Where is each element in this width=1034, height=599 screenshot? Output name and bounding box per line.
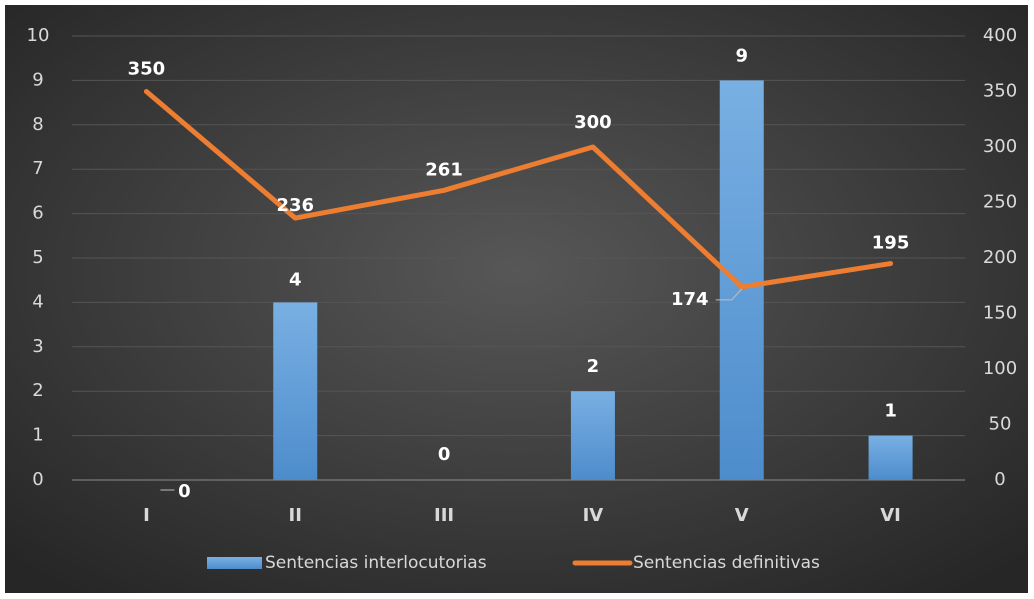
y2-tick-label: 0 xyxy=(994,469,1005,490)
y-tick-label: 7 xyxy=(32,158,43,179)
y2-tick-label: 250 xyxy=(983,192,1017,213)
y2-tick-label: 350 xyxy=(983,81,1017,102)
y-tick-label: 10 xyxy=(27,25,50,46)
y-tick-label: 1 xyxy=(32,425,43,446)
y-tick-label: 5 xyxy=(32,247,43,268)
y-tick-label: 4 xyxy=(32,291,43,312)
y-tick-label: 0 xyxy=(32,469,43,490)
data-label: 9 xyxy=(735,45,748,66)
chart-background xyxy=(5,5,1028,593)
line xyxy=(143,89,894,290)
data-label: 0 xyxy=(438,444,451,465)
data-label: 350 xyxy=(128,59,166,80)
y-tick-label: 6 xyxy=(32,203,43,224)
legend-swatch xyxy=(207,557,262,569)
x-tick-label: III xyxy=(434,505,454,526)
y-tick-label: 2 xyxy=(32,380,43,401)
bar xyxy=(570,391,615,480)
leader-line xyxy=(715,288,743,301)
y2-tick-label: 100 xyxy=(983,358,1017,379)
y2-tick-label: 400 xyxy=(983,25,1017,46)
y-tick-label: 9 xyxy=(32,69,43,90)
bar xyxy=(273,302,318,480)
y-tick-label: 3 xyxy=(32,336,43,357)
bar xyxy=(719,80,764,481)
x-tick-label: II xyxy=(289,505,302,526)
x-tick-label: VI xyxy=(880,505,901,526)
data-label: 4 xyxy=(289,269,302,290)
data-label: 2 xyxy=(587,356,600,377)
data-label: 0 xyxy=(178,481,191,502)
data-label: 195 xyxy=(872,233,910,254)
data-label: 300 xyxy=(574,112,612,133)
data-label: 174 xyxy=(671,289,709,310)
data-label: 261 xyxy=(425,159,463,180)
y2-tick-label: 50 xyxy=(989,414,1012,435)
y2-tick-label: 200 xyxy=(983,247,1017,268)
x-tick-label: V xyxy=(735,505,749,526)
y-tick-label: 8 xyxy=(32,114,43,135)
y2-tick-label: 150 xyxy=(983,303,1017,324)
data-label: 236 xyxy=(276,195,314,216)
bar xyxy=(868,435,913,480)
x-tick-label: IV xyxy=(583,505,604,526)
legend-label: Sentencias interlocutorias xyxy=(265,553,487,573)
y2-tick-label: 300 xyxy=(983,136,1017,157)
x-tick-label: I xyxy=(143,505,150,526)
legend-label: Sentencias definitivas xyxy=(633,553,820,573)
data-label: 1 xyxy=(884,401,897,422)
